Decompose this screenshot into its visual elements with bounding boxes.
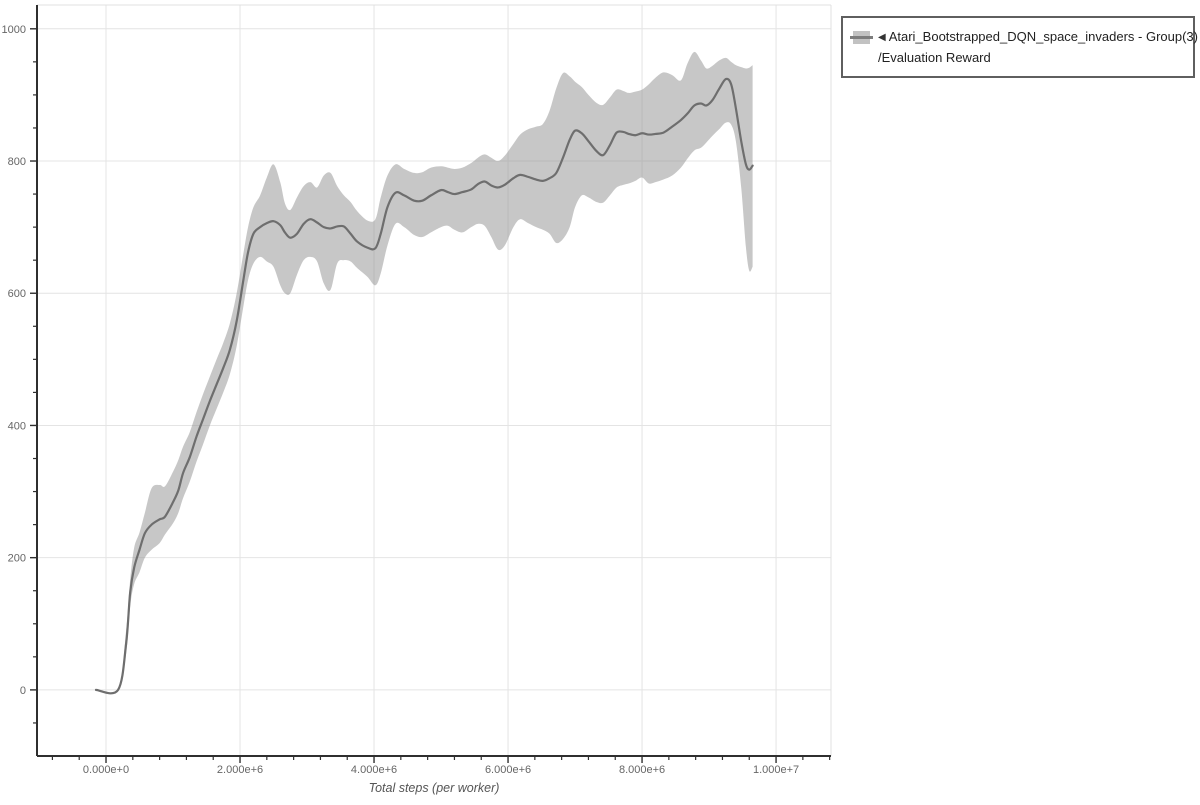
svg-text:400: 400 (8, 420, 26, 432)
svg-text:4.000e+6: 4.000e+6 (351, 764, 397, 776)
collapse-left-icon[interactable]: ◀ (878, 32, 886, 43)
svg-text:8.000e+6: 8.000e+6 (619, 764, 665, 776)
svg-text:1000: 1000 (2, 24, 26, 36)
x-axis-title: Total steps (per worker) (368, 781, 500, 795)
svg-text:800: 800 (8, 156, 26, 168)
legend[interactable]: ◀ Atari_Bootstrapped_DQN_space_invaders -… (841, 16, 1198, 78)
mean-line (94, 77, 754, 695)
svg-text:600: 600 (8, 288, 26, 300)
gridlines (37, 4, 832, 756)
legend-series-swatch-icon (850, 31, 873, 44)
legend-series-label[interactable]: ◀ Atari_Bootstrapped_DQN_space_invaders -… (878, 27, 1198, 68)
legend-swatch-line-icon (850, 36, 873, 39)
svg-text:0.000e+0: 0.000e+0 (83, 764, 129, 776)
confidence-band (95, 51, 753, 695)
svg-text:200: 200 (8, 553, 26, 565)
svg-text:6.000e+6: 6.000e+6 (485, 764, 531, 776)
legend-metric-name: /Evaluation Reward (878, 50, 991, 65)
legend-label-line1: ◀ Atari_Bootstrapped_DQN_space_invaders -… (878, 27, 1198, 48)
x-tick-labels: 0.000e+0 2.000e+6 4.000e+6 6.000e+6 8.000e+6… (83, 764, 799, 776)
svg-text:1.000e+7: 1.000e+7 (753, 764, 799, 776)
axes (30, 5, 831, 763)
y-tick-labels: 0 200 400 600 800 1000 (2, 24, 26, 697)
svg-text:2.000e+6: 2.000e+6 (217, 764, 263, 776)
svg-text:0: 0 (20, 685, 26, 697)
legend-run-name: Atari_Bootstrapped_DQN_space_invaders - … (888, 29, 1198, 44)
